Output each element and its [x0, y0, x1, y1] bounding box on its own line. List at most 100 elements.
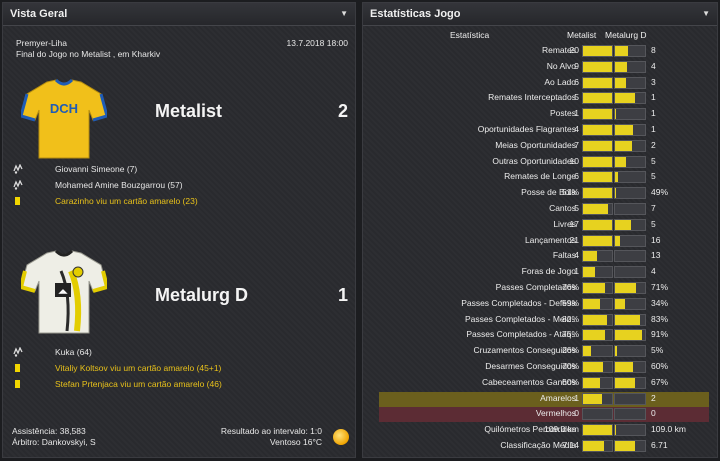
home-team-name[interactable]: Metalist [155, 101, 223, 121]
stat-home-fill [583, 377, 601, 388]
match-event-text[interactable]: Stefan Prtenjaca viu um cartão amarelo (… [55, 379, 222, 389]
referee-text[interactable]: Árbitro: Dankovskyi, S [12, 437, 96, 447]
stat-away-bar [614, 76, 646, 89]
stat-away-bar [614, 361, 646, 373]
stat-row: Livres 17 5 [379, 218, 709, 233]
stat-row: Outras Oportunidades 10 5 [379, 155, 709, 170]
stat-away-bar [614, 266, 646, 279]
stat-home-bar [582, 92, 613, 105]
stat-away-fill [615, 330, 643, 341]
stat-away-bar [614, 408, 646, 421]
stat-home-value: 6 [574, 76, 579, 87]
stat-label: Lançamentos [524, 234, 576, 245]
stat-away-value: 2 [651, 139, 656, 150]
away-team-name[interactable]: Metalurg D [155, 285, 249, 305]
stat-home-value: 82% [561, 313, 579, 324]
stat-home-bar [582, 250, 613, 263]
stat-row: Passes Completados 76% 71% [379, 281, 709, 296]
stat-home-value: 1 [574, 392, 579, 403]
stat-label: Postes [550, 108, 576, 119]
stat-home-bar [582, 376, 613, 389]
stat-home-overflow-fill [615, 77, 626, 88]
stat-home-value: 7 [574, 139, 579, 150]
ball-icon [13, 179, 23, 190]
stat-away-value: 3 [651, 76, 656, 87]
stat-row: Foras de Jogo 1 4 [379, 265, 709, 280]
stat-home-bar [582, 124, 613, 136]
stat-home-bar [582, 345, 613, 358]
overview-panel-header[interactable]: Vista Geral ▼ [3, 3, 355, 26]
stat-home-bar [582, 408, 613, 421]
stat-away-bar [614, 60, 646, 73]
stat-label: Faltas [552, 250, 576, 261]
stat-away-value: 13 [651, 250, 661, 261]
sun-icon [333, 429, 349, 445]
stat-label: Cabeceamentos Ganhos [481, 376, 576, 387]
match-datetime: 13.7.2018 18:00 [286, 38, 348, 48]
match-venue: Final do Jogo no Metalist , em Kharkiv [16, 49, 161, 59]
stat-home-fill [583, 125, 612, 135]
stat-home-fill [583, 140, 612, 151]
stat-away-value: 7 [651, 203, 656, 213]
yellow-card-icon [13, 363, 23, 373]
stat-home-value: 109.0 km [544, 424, 579, 435]
stat-home-fill [583, 283, 606, 293]
stat-home-value: 51% [561, 187, 579, 198]
svg-text:◢◣: ◢◣ [58, 289, 68, 295]
stat-away-bar [614, 376, 646, 389]
stat-home-value: 70% [561, 361, 579, 371]
stat-home-bar [582, 313, 613, 326]
stat-away-bar [614, 424, 646, 437]
stat-home-fill [583, 235, 612, 246]
stat-label: Passes Completados - Defesa [461, 297, 576, 308]
stat-row: Passes Completados - Defesa 59% 34% [379, 297, 709, 312]
stat-away-fill [615, 314, 640, 325]
panel-menu-caret-icon[interactable]: ▼ [702, 9, 710, 18]
stat-row: Remates 20 8 [379, 44, 709, 59]
away-team-score: 1 [337, 285, 348, 305]
stat-label: Meias Oportunidades [495, 139, 576, 150]
stat-away-value: 71% [651, 282, 669, 292]
stats-panel-header[interactable]: Estatísticas Jogo ▼ [363, 3, 717, 26]
stat-home-bar [582, 155, 613, 168]
stat-home-bar [582, 424, 613, 437]
home-team-score: 2 [337, 101, 348, 121]
stat-label: Ao Lado [544, 76, 576, 87]
stat-home-bar [582, 45, 613, 57]
stat-row: Quilómetros Percorridos 109.0 km 109.0 km [379, 423, 709, 438]
match-event-text[interactable]: Vitaliy Koltsov viu um cartão amarelo (4… [55, 363, 222, 373]
stat-away-fill [615, 441, 636, 451]
stat-home-overflow-fill [615, 235, 620, 246]
stat-home-fill [583, 393, 603, 404]
stat-away-bar [614, 45, 646, 57]
stat-home-bar [582, 187, 613, 200]
stat-home-value: 4 [574, 124, 579, 134]
away-kit-shirt-icon: ◢◣ [21, 249, 107, 334]
stat-away-fill [615, 362, 633, 372]
home-kit-shirt-icon: DCH [21, 78, 107, 159]
panel-menu-caret-icon[interactable]: ▼ [340, 9, 348, 18]
match-event-text[interactable]: Kuka (64) [55, 347, 92, 357]
stat-home-bar [582, 297, 613, 310]
home-kit-sponsor: DCH [50, 101, 78, 116]
stat-away-value: 4 [651, 266, 656, 277]
stat-home-bar [582, 282, 613, 294]
stats-panel-title: Estatísticas Jogo [370, 8, 461, 20]
stat-home-value: 59% [561, 297, 579, 308]
stat-home-overflow-fill [615, 172, 619, 183]
stat-label: No Alvo [546, 60, 576, 71]
overview-panel: Vista Geral ▼ Premyer-Liha 13.7.2018 18:… [2, 2, 356, 458]
stat-home-fill [583, 330, 605, 341]
stat-row: Cruzamentos Conseguidos 26% 5% [379, 344, 709, 359]
match-event-text[interactable]: Giovanni Simeone (7) [55, 164, 138, 174]
stat-home-bar [582, 139, 613, 152]
match-event-text[interactable]: Mohamed Amine Bouzgarrou (57) [55, 180, 183, 190]
match-event-text[interactable]: Carazinho viu um cartão amarelo (23) [55, 196, 198, 206]
stat-row: Ao Lado 6 3 [379, 76, 709, 91]
stat-label: Cantos [549, 203, 576, 213]
weather-text: Ventoso 16°C [269, 437, 322, 447]
stat-home-value: 26% [561, 345, 579, 356]
stat-away-bar [614, 392, 646, 405]
stat-away-value: 6.71 [651, 440, 668, 450]
stat-away-value: 60% [651, 361, 669, 371]
